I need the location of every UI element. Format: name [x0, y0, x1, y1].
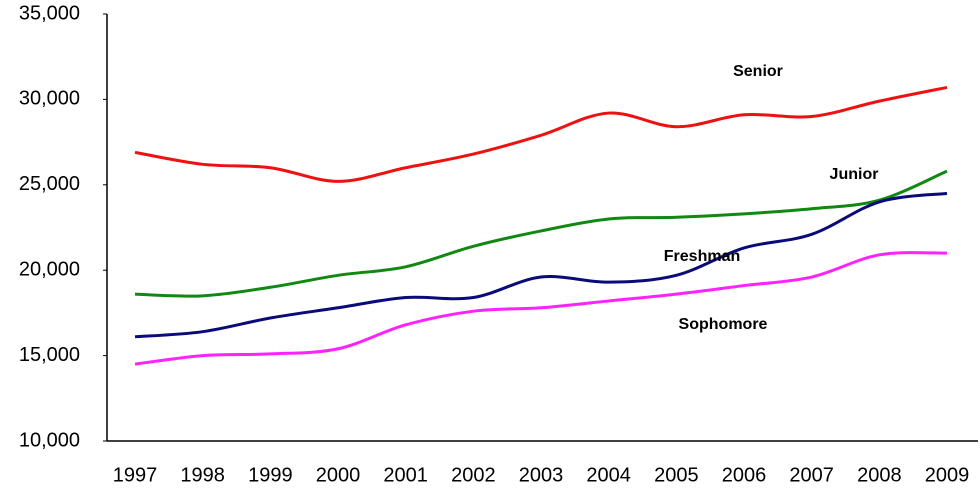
y-tick-label: 35,000: [19, 2, 80, 24]
x-tick-label: 2006: [722, 464, 767, 486]
x-tick-label: 1999: [248, 464, 293, 486]
x-tick-label: 2008: [857, 464, 902, 486]
y-tick-label: 10,000: [19, 429, 80, 451]
x-tick-label: 2000: [316, 464, 361, 486]
x-tick-label: 2003: [519, 464, 564, 486]
y-tick-label: 15,000: [19, 344, 80, 366]
series-line: [134, 85, 948, 183]
y-tick-label: 25,000: [19, 173, 80, 195]
x-tick-label: 1998: [180, 464, 225, 486]
x-tick-label: 2002: [451, 464, 496, 486]
x-tick-label: 2009: [925, 464, 970, 486]
y-tick-label: 30,000: [19, 88, 80, 110]
series-label: Junior: [830, 166, 879, 183]
series-label: Senior: [733, 63, 783, 80]
x-tick-label: 2001: [383, 464, 428, 486]
y-tick-label: 20,000: [19, 258, 80, 280]
x-tick-label: 2007: [789, 464, 834, 486]
series-label: Freshman: [664, 248, 740, 265]
x-tick-label: 1997: [113, 464, 158, 486]
series-line: [134, 169, 948, 298]
series-line: [134, 191, 948, 339]
x-tick-label: 2005: [654, 464, 699, 486]
x-tick-label: 2004: [586, 464, 631, 486]
series-label: Sophomore: [679, 316, 768, 333]
series-line: [134, 251, 948, 366]
